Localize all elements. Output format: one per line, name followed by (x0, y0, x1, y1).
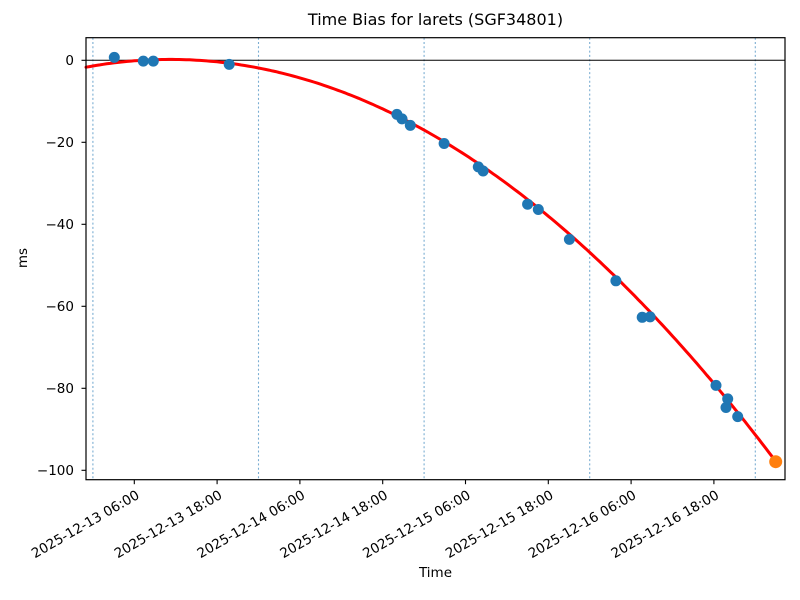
observation-point (722, 393, 734, 405)
observation-point (438, 138, 450, 149)
fit-curve (84, 57, 778, 463)
observation-point (732, 411, 744, 423)
observation-point (223, 58, 235, 70)
observation-point (563, 233, 575, 245)
y-tick-label: −40 (46, 217, 75, 233)
y-axis-label: ms (15, 247, 31, 269)
plot-border (85, 37, 786, 481)
observation-point (644, 311, 656, 323)
y-tick-label: −20 (46, 135, 75, 151)
chart-title: Time Bias for larets (SGF34801) (307, 10, 564, 29)
observation-point (137, 55, 149, 67)
observation-point (108, 51, 120, 63)
y-tick-label: −80 (46, 381, 75, 397)
observation-point (477, 165, 489, 177)
observation-point (404, 119, 416, 131)
observation-point (720, 402, 732, 413)
prediction-point (769, 455, 783, 469)
observation-point (532, 204, 544, 215)
x-axis-label: Time (418, 565, 453, 581)
observation-point (636, 311, 648, 323)
observation-point (396, 113, 408, 125)
observation-point (610, 275, 622, 287)
observation-point (522, 198, 534, 210)
y-tick-label: 0 (65, 53, 74, 69)
observation-point (147, 55, 159, 67)
observation-point (710, 379, 722, 391)
y-tick-label: −60 (46, 299, 75, 315)
y-tick-label: −100 (37, 463, 74, 479)
